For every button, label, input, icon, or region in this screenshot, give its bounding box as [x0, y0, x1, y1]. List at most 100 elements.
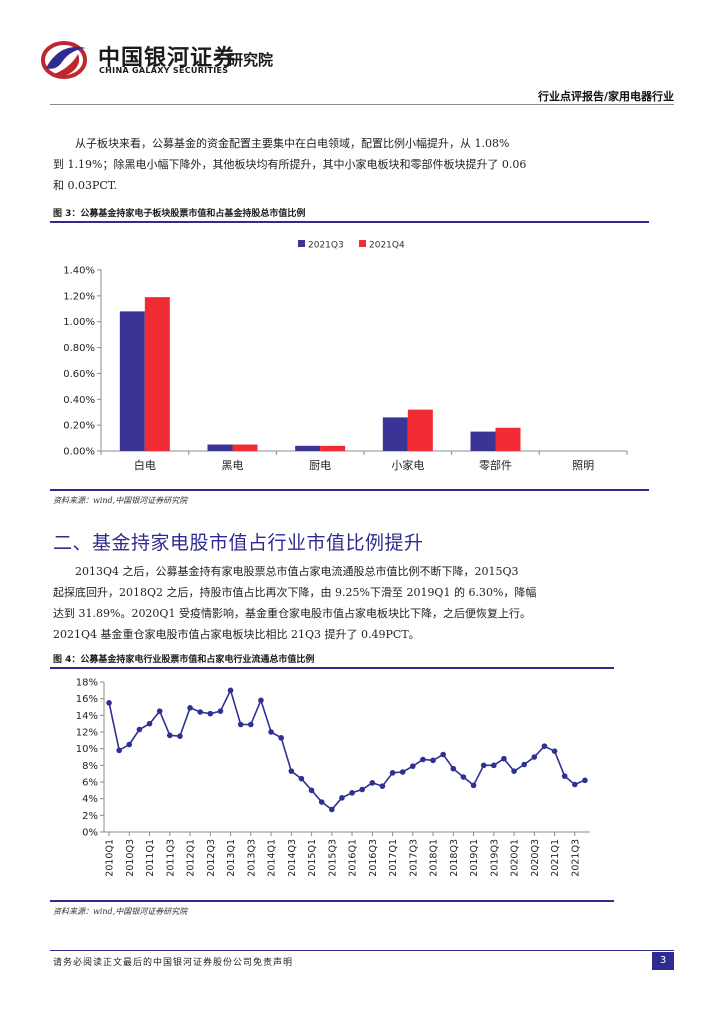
logo-english-name: CHINA GALAXY SECURITIES [99, 66, 229, 75]
x-tick-label: 2017Q3 [408, 839, 419, 877]
data-point [116, 747, 122, 754]
legend-label: 2021Q4 [369, 241, 405, 251]
data-point [156, 708, 163, 714]
legend-swatch [359, 240, 366, 247]
page-header: 中国银河证券 CHINA GALAXY SECURITIES 研究院 行业点评报… [0, 0, 724, 110]
x-tick-label: 零部件 [479, 458, 512, 472]
data-point [480, 762, 487, 769]
data-point [278, 735, 284, 741]
data-point [217, 708, 224, 714]
data-point [501, 755, 507, 762]
x-tick-label: 白电 [134, 458, 156, 472]
figure-3-top-rule [50, 221, 649, 223]
paragraph-line: 达到 31.89%。2020Q1 受疫情影响，基金重仓家电股市值占家电板块比下降… [53, 607, 531, 620]
y-tick-label: 2% [82, 811, 98, 822]
data-point [379, 783, 386, 789]
y-tick-label: 0.20% [63, 421, 95, 432]
y-tick-label: 1.00% [63, 317, 95, 328]
data-point [349, 790, 355, 796]
page-number: 3 [652, 952, 674, 970]
y-tick-label: 4% [82, 794, 98, 805]
x-tick-label: 2015Q1 [307, 839, 318, 877]
x-tick-label: 2019Q1 [469, 839, 480, 877]
bar [232, 444, 258, 451]
bar [119, 311, 145, 451]
paragraph-market-share: 2013Q4 之后，公募基金持有家电股票总市值占家电流通股总市值比例不断下降，2… [53, 561, 549, 645]
line-chart: 0% 2% 4% 6% 8% 10% 12% 14% 16% 18% 2010Q1 2010Q3 201… [76, 678, 590, 877]
y-tick-label: 18% [76, 678, 98, 689]
bar [382, 417, 408, 451]
data-point [551, 748, 558, 754]
data-point [359, 786, 365, 793]
data-point [339, 795, 345, 801]
logo-chinese-name: 中国银河证券 [98, 46, 237, 71]
data-point [460, 774, 467, 780]
y-tick-label: 8% [82, 761, 98, 772]
x-tick-label: 2020Q1 [510, 839, 521, 877]
bar [495, 427, 521, 451]
y-tick-label: 0.60% [63, 369, 95, 380]
x-tick-label: 2013Q3 [246, 839, 257, 877]
figure-3-title: 图 3：公募基金持家电子板块股票市值和占基金持股总市值比例 [53, 209, 306, 219]
report-type: 行业点评报告/家用电器行业 [537, 90, 674, 103]
x-tick-label: 2010Q3 [125, 839, 136, 877]
x-tick-label: 2020Q3 [530, 839, 541, 877]
y-tick-label: 0% [82, 828, 98, 839]
data-point [572, 781, 578, 788]
x-tick-label: 2013Q1 [226, 839, 237, 877]
x-tick-label: 小家电 [391, 458, 424, 472]
institute-label: 研究院 [228, 51, 274, 69]
bar [320, 445, 346, 451]
x-tick-label: 黑电 [222, 459, 244, 472]
data-point [126, 741, 133, 748]
x-tick-label: 2012Q1 [186, 839, 197, 877]
data-point [440, 751, 446, 758]
data-point [308, 787, 315, 794]
data-point [521, 761, 527, 768]
footer-disclaimer: 请务必阅读正文最后的中国银河证券股份公司免责声明 [53, 958, 294, 968]
paragraph-line: 2021Q4 基金重仓家电股市值占家电板块比相比 21Q3 提升了 0.49PC… [53, 628, 420, 641]
data-point [470, 782, 477, 789]
figure-4-title: 图 4：公募基金持家电行业股票市值和占家电行业流通总市值比例 [53, 655, 315, 665]
x-tick-label: 2017Q1 [388, 839, 399, 877]
paragraph-line: 起探底回升，2018Q2 之后，持股市值占比再次下降，由 9.25%下滑至 20… [53, 586, 537, 599]
figure-4-bottom-rule [50, 900, 614, 902]
chart-legend: 2021Q3 2021Q4 [298, 240, 405, 251]
x-tick-label: 2016Q1 [348, 839, 359, 877]
x-tick-label: 2021Q1 [550, 839, 561, 877]
y-tick-label: 12% [76, 728, 98, 739]
data-point [197, 709, 203, 715]
x-tick-label: 2019Q3 [489, 839, 500, 877]
data-point [420, 756, 426, 763]
bar [407, 409, 433, 451]
x-tick-label: 2014Q1 [267, 839, 278, 877]
data-point [399, 769, 406, 775]
bar-chart: 2021Q3 2021Q4 0.00% 0.20% 0.40% 0.60% 0.80% 1.… [63, 240, 628, 472]
bar [144, 297, 170, 451]
data-point [531, 754, 538, 760]
footer-divider [50, 950, 674, 951]
x-tick-label: 2011Q1 [145, 839, 156, 877]
data-point [369, 780, 376, 786]
data-point [268, 729, 274, 735]
figure-3-bottom-rule [50, 489, 649, 491]
paragraph-line: 到 1.19%；除黑电小幅下降外，其他板块均有所提升，其中小家电板块和零部件板块… [53, 158, 527, 171]
x-tick-label: 2011Q3 [165, 839, 176, 877]
data-point [106, 700, 112, 706]
data-point [298, 775, 305, 782]
data-point [410, 763, 416, 769]
data-point [146, 720, 153, 727]
y-tick-label: 10% [76, 744, 98, 755]
series-line [108, 688, 586, 811]
galaxy-logo-icon [41, 41, 87, 79]
y-tick-label: 6% [82, 778, 98, 789]
data-point [491, 762, 497, 769]
data-point [288, 768, 295, 774]
bar [207, 444, 233, 451]
data-point [136, 726, 143, 733]
y-tick-label: 0.40% [63, 395, 95, 406]
paragraph-sub-sector: 从子板块来看，公募基金的资金配置主要集中在白电领域，配置比例小幅提升，从 1.0… [53, 133, 549, 196]
x-tick-label: 2018Q1 [429, 839, 440, 877]
data-point [318, 799, 325, 805]
x-tick-label: 2010Q1 [105, 839, 116, 877]
